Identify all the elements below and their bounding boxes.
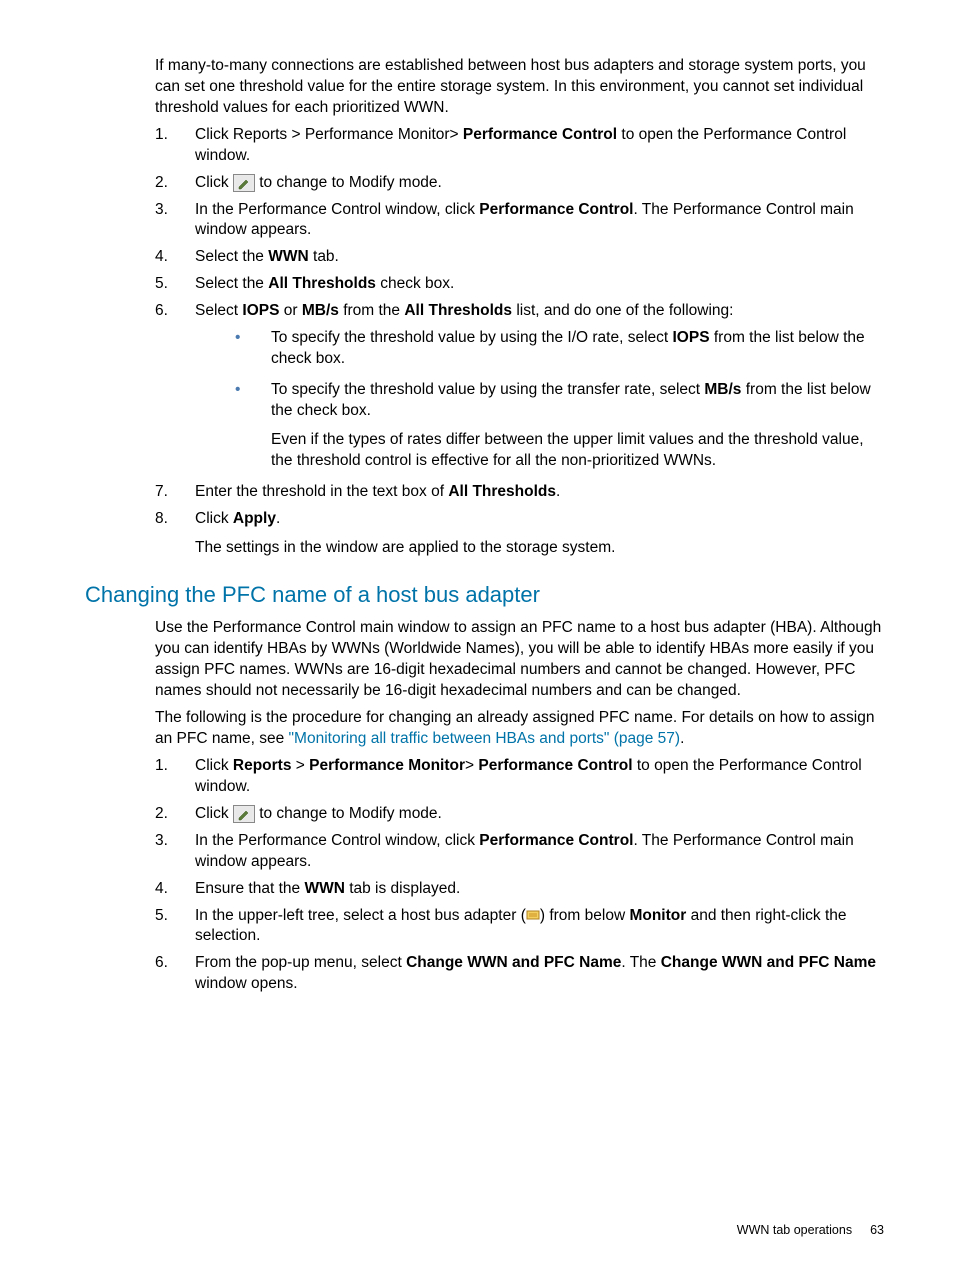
- footer-label: WWN tab operations: [737, 1223, 852, 1237]
- step-text: from the: [339, 302, 404, 319]
- step-text: window opens.: [195, 975, 298, 992]
- step-text: to change to Modify mode.: [255, 174, 442, 191]
- procedure-list-b: 1. Click Reports > Performance Monitor> …: [155, 756, 884, 995]
- step-1: 1. Click Reports > Performance Monitor> …: [155, 756, 884, 798]
- sub-bullet-list: To specify the threshold value by using …: [235, 328, 884, 472]
- step-text: Click: [195, 757, 233, 774]
- bold-text: MB/s: [302, 302, 339, 319]
- step-7: 7. Enter the threshold in the text box o…: [155, 482, 884, 503]
- step-text: Click Reports > Performance Monitor>: [195, 126, 463, 143]
- step-text: list, and do one of the following:: [512, 302, 733, 319]
- bold-text: MB/s: [704, 381, 741, 398]
- section-paragraph-1: Use the Performance Control main window …: [155, 618, 884, 702]
- bold-text: Performance Monitor: [309, 757, 465, 774]
- step-text: In the Performance Control window, click: [195, 832, 479, 849]
- step-text: .: [276, 510, 280, 527]
- step-text: Select the: [195, 275, 268, 292]
- step-text: >: [291, 757, 309, 774]
- bullet-text: To specify the threshold value by using …: [271, 329, 673, 346]
- step-2: 2. Click to change to Modify mode.: [155, 804, 884, 825]
- step-text: From the pop-up menu, select: [195, 954, 406, 971]
- step-text: to change to Modify mode.: [255, 805, 442, 822]
- step-text: In the upper-left tree, select a host bu…: [195, 907, 526, 924]
- section-heading: Changing the PFC name of a host bus adap…: [85, 582, 884, 608]
- bullet-note: Even if the types of rates differ betwee…: [271, 430, 884, 472]
- bullet-text: To specify the threshold value by using …: [271, 381, 704, 398]
- para-text: .: [680, 730, 684, 747]
- step-text: . The: [621, 954, 660, 971]
- step-text: Select: [195, 302, 242, 319]
- step-note: The settings in the window are applied t…: [195, 538, 884, 559]
- step-3: 3. In the Performance Control window, cl…: [155, 831, 884, 873]
- step-text: Click: [195, 510, 233, 527]
- page-footer: WWN tab operations 63: [737, 1223, 884, 1237]
- step-text: tab is displayed.: [345, 880, 460, 897]
- step-text: Click: [195, 805, 233, 822]
- bold-text: Performance Control: [463, 126, 617, 143]
- document-page: If many-to-many connections are establis…: [0, 0, 954, 1271]
- bold-text: IOPS: [673, 329, 710, 346]
- step-text: >: [465, 757, 478, 774]
- bold-text: Performance Control: [479, 832, 633, 849]
- bold-text: Change WWN and PFC Name: [661, 954, 876, 971]
- bullet-item: To specify the threshold value by using …: [235, 328, 884, 370]
- step-6: 6. From the pop-up menu, select Change W…: [155, 953, 884, 995]
- section-paragraph-2: The following is the procedure for chang…: [155, 708, 884, 750]
- step-text: check box.: [376, 275, 454, 292]
- step-text: Enter the threshold in the text box of: [195, 483, 448, 500]
- bold-text: Reports: [233, 757, 292, 774]
- step-text: Ensure that the: [195, 880, 304, 897]
- bold-text: Apply: [233, 510, 276, 527]
- intro-paragraph: If many-to-many connections are establis…: [155, 56, 884, 119]
- step-text: tab.: [309, 248, 339, 265]
- cross-reference-link[interactable]: "Monitoring all traffic between HBAs and…: [289, 730, 681, 747]
- bold-text: All Thresholds: [404, 302, 512, 319]
- bold-text: IOPS: [242, 302, 279, 319]
- hba-icon: [526, 907, 540, 924]
- bold-text: Monitor: [629, 907, 686, 924]
- modify-mode-icon: [233, 805, 255, 823]
- bold-text: All Thresholds: [448, 483, 556, 500]
- step-text: Click: [195, 174, 233, 191]
- bold-text: WWN: [268, 248, 308, 265]
- step-text: ) from below: [540, 907, 630, 924]
- page-number: 63: [870, 1223, 884, 1237]
- step-1: 1. Click Reports > Performance Monitor> …: [155, 125, 884, 167]
- step-2: 2. Click to change to Modify mode.: [155, 173, 884, 194]
- step-3: 3. In the Performance Control window, cl…: [155, 200, 884, 242]
- bold-text: WWN: [304, 880, 344, 897]
- step-5: 5. Select the All Thresholds check box.: [155, 274, 884, 295]
- step-4: 4. Select the WWN tab.: [155, 247, 884, 268]
- procedure-list-a: 1. Click Reports > Performance Monitor> …: [155, 125, 884, 559]
- bold-text: Performance Control: [478, 757, 632, 774]
- step-8: 8. Click Apply. The settings in the wind…: [155, 509, 884, 559]
- modify-mode-icon: [233, 174, 255, 192]
- step-text: or: [279, 302, 301, 319]
- step-text: In the Performance Control window, click: [195, 201, 479, 218]
- step-4: 4. Ensure that the WWN tab is displayed.: [155, 879, 884, 900]
- bold-text: Change WWN and PFC Name: [406, 954, 621, 971]
- bullet-item: To specify the threshold value by using …: [235, 380, 884, 472]
- step-text: .: [556, 483, 560, 500]
- bold-text: Performance Control: [479, 201, 633, 218]
- bold-text: All Thresholds: [268, 275, 376, 292]
- step-6: 6. Select IOPS or MB/s from the All Thre…: [155, 301, 884, 471]
- step-text: Select the: [195, 248, 268, 265]
- step-5: 5. In the upper-left tree, select a host…: [155, 906, 884, 948]
